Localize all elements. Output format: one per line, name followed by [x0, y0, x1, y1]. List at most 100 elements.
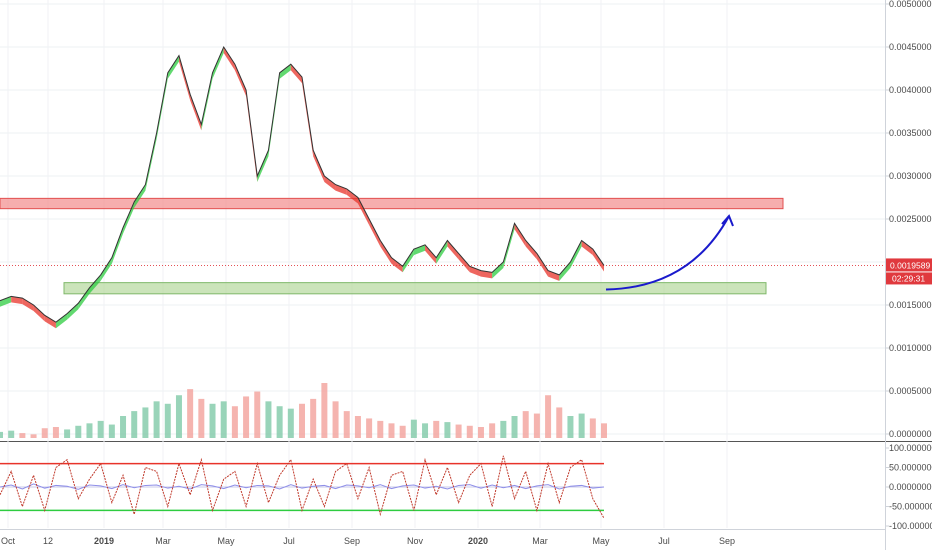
time-axis: Oct 12 2019 Mar May Jul Sep Nov 2020 Mar May Jul Sep — [1, 536, 735, 546]
volume-bar — [567, 416, 574, 438]
volume-bar — [399, 425, 406, 438]
x-tick-label: Oct — [1, 536, 16, 546]
volume-bar — [343, 411, 350, 438]
volume-bar — [511, 416, 518, 438]
current-price-box — [886, 258, 932, 272]
volume-bar — [589, 418, 596, 438]
volume-bar — [254, 391, 261, 438]
x-tick-label: Sep — [719, 536, 735, 546]
ma-ribbon-segment — [425, 244, 437, 264]
volume-bar — [466, 425, 473, 438]
oscillator-series — [0, 455, 605, 519]
y-tick-label: 0.0015000 — [889, 300, 932, 310]
ma-ribbon-segment — [380, 240, 392, 264]
y-tick-label: 0.0050000 — [889, 0, 932, 9]
volume-bar — [0, 431, 3, 438]
osc-tick-label: -100.0000000 — [889, 521, 932, 531]
projection-arrowhead — [721, 214, 734, 227]
ma-ribbon-segment — [369, 219, 381, 247]
x-tick-label: 2019 — [94, 536, 114, 546]
ma-ribbon-segment — [391, 257, 403, 273]
x-tick-label: Mar — [155, 536, 171, 546]
ma-ribbon-segment — [22, 298, 34, 311]
volume-bar — [97, 420, 104, 438]
volume-bar — [388, 423, 395, 438]
x-tick-label: Nov — [407, 536, 424, 546]
ma-ribbon-segment — [447, 240, 459, 260]
price-axis: 0.0050000 0.0045000 0.0040000 0.0035000 0.00… — [885, 0, 932, 439]
ma-ribbon-segment — [525, 240, 537, 260]
volume-bar — [489, 423, 496, 438]
x-tick-label: May — [592, 536, 610, 546]
volume-bar — [231, 406, 238, 438]
volume-bar — [310, 398, 317, 438]
volume-bar — [287, 408, 294, 438]
ma-ribbon-segment — [78, 287, 90, 310]
volume-bar — [86, 423, 93, 438]
ma-ribbon-segment — [436, 240, 448, 264]
volume-bar — [19, 433, 26, 438]
projection-arrow — [605, 215, 730, 291]
oscillator-axis: 100.0000000 50.0000000 0.0000000 -50.000000… — [885, 443, 932, 531]
ma-ribbon-segment — [514, 223, 526, 247]
current-price-marker: 0.0019589 02:29:31 — [886, 258, 932, 285]
volume-bar — [433, 420, 440, 438]
ma-ribbon-segment — [55, 313, 68, 329]
volume-bar — [164, 403, 171, 438]
ma-ribbon-segment — [548, 270, 560, 281]
support-zone — [63, 282, 767, 295]
ma-ribbon-segment — [559, 262, 571, 281]
volume-bar — [120, 416, 127, 438]
ma-ribbon-segment — [570, 240, 582, 268]
y-tick-label: 0.0045000 — [889, 42, 932, 52]
volume-bar — [601, 423, 607, 438]
volume-bar — [410, 419, 417, 438]
volume-bar — [477, 427, 484, 438]
volume-bar — [276, 406, 283, 438]
ma-ribbon-segment — [223, 47, 235, 71]
ma-ribbon-segment — [257, 150, 269, 182]
x-tick-label: May — [217, 536, 235, 546]
volume-bar — [332, 401, 339, 438]
ma-ribbon-segment — [11, 296, 23, 305]
osc-main-line — [0, 455, 605, 519]
ma-ribbon-segment — [335, 184, 347, 195]
ma-ribbon-segment — [469, 266, 481, 277]
ma-ribbon-segment — [212, 47, 224, 79]
ma-ribbon-segment — [346, 188, 358, 204]
x-tick-label: Jul — [283, 536, 295, 546]
volume-bar — [52, 427, 59, 438]
y-tick-label: 0.0025000 — [889, 214, 932, 224]
ma-ribbon-segment — [413, 244, 426, 256]
zones — [0, 197, 885, 295]
volume-bar — [444, 422, 451, 438]
volume-bar — [354, 416, 361, 438]
volume-bar — [500, 420, 507, 438]
x-tick-label: Jul — [658, 536, 670, 546]
volume-bar — [153, 401, 160, 438]
ma-ribbon-segment — [33, 305, 45, 322]
ma-ribbon-segment — [190, 94, 202, 131]
volume-bar — [545, 395, 552, 438]
osc-tick-label: 50.0000000 — [889, 463, 932, 473]
ma-ribbon-segment — [100, 257, 112, 281]
volume-bar — [209, 403, 216, 438]
volume-bar — [455, 424, 462, 438]
ma-ribbon-segment — [89, 274, 101, 294]
ma-ribbon-segment — [592, 249, 604, 272]
volume-bar — [198, 398, 205, 438]
volume-bar — [366, 418, 373, 438]
volume-bar — [243, 396, 250, 438]
price-panel — [0, 0, 885, 440]
y-tick-label: 0.0035000 — [889, 128, 932, 138]
ma-ribbon-segment — [167, 55, 179, 79]
y-tick-label: 0.0005000 — [889, 386, 932, 396]
ma-ribbon-segment — [44, 315, 56, 329]
current-price-label: 0.0019589 — [890, 260, 930, 270]
volume-bar — [142, 407, 149, 438]
ma-ribbon-segment — [313, 150, 325, 182]
y-tick-label: 0.0000000 — [889, 429, 932, 439]
ma-ribbon-segment — [234, 64, 247, 96]
volume-bar — [265, 401, 272, 438]
